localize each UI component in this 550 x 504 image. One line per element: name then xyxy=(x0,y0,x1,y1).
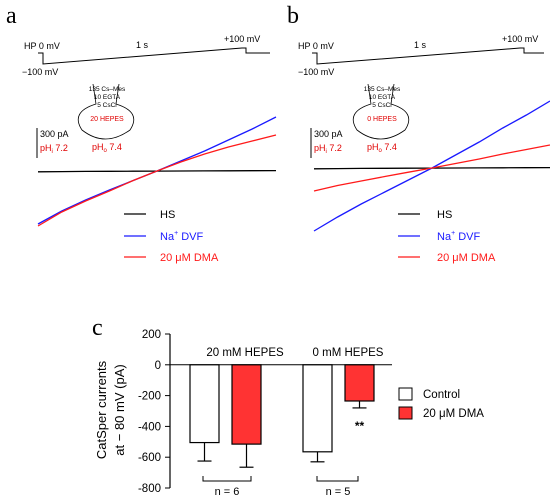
group-label-20mm: 20 mM HEPES xyxy=(206,347,284,359)
trace-b-series-1 xyxy=(313,100,550,232)
start-voltage-label-a: −100 mV xyxy=(22,67,58,77)
bar-dma-group-1 xyxy=(344,364,375,402)
pipette-line3-a: 5 CsCl xyxy=(97,102,117,109)
panel-letter-c: c xyxy=(92,315,103,341)
n-label-20mm: n = 6 xyxy=(215,486,240,498)
y-axis-title-line1: CatSper currents xyxy=(94,360,109,459)
hp-label-a: HP 0 mV xyxy=(24,41,60,51)
phi-label-b: pHi 7.2 xyxy=(314,143,342,155)
start-voltage-label-b: −100 mV xyxy=(298,67,334,77)
trace-a-series-2 xyxy=(37,134,277,227)
hp-label-b: HP 0 mV xyxy=(298,41,334,51)
pipette-b xyxy=(352,83,410,140)
y-tick-label: 200 xyxy=(142,329,161,341)
legend-label-hs-a: HS xyxy=(160,209,175,221)
pipette-line2-a: 10 EGTA xyxy=(94,94,121,101)
n-bracket-20mm xyxy=(202,476,252,482)
pipette-line2-b: 10 EGTA xyxy=(369,94,396,101)
end-voltage-label-b: +100 mV xyxy=(502,34,538,44)
pipette-a xyxy=(77,83,135,140)
scale-current-label-a: 300 pA xyxy=(40,129,69,139)
n-bracket-0mm xyxy=(316,476,359,482)
pipette-line3-b: 5 CsCl xyxy=(372,102,392,109)
panel-c: CatSper currents at − 80 mV (pA) 200 0 -20… xyxy=(94,329,484,498)
panel-letter-b: b xyxy=(287,3,299,29)
legend-swatch-control xyxy=(398,387,413,401)
panel-a: HP 0 mV 1 s −100 mV +100 mV 135 Cs–Mes 1… xyxy=(22,34,277,264)
legend-swatch-dma xyxy=(398,406,413,420)
traces-a xyxy=(37,116,277,227)
bar-control-group-0 xyxy=(189,364,220,444)
voltage-protocol-b xyxy=(312,47,544,65)
pipette-line1-a: 135 Cs–Mes xyxy=(89,86,126,93)
legend-label-control: Control xyxy=(423,389,460,401)
traces-b xyxy=(313,100,550,232)
legend-label-dma-c: 20 μM DMA xyxy=(423,408,484,420)
duration-label-b: 1 s xyxy=(414,40,427,50)
pho-label-b: pHo 7.4 xyxy=(367,142,397,154)
phi-label-a: pHi 7.2 xyxy=(40,143,68,155)
legend-label-hs-b: HS xyxy=(437,209,452,221)
panel-letter-a: a xyxy=(6,3,17,29)
bar-dma-group-0 xyxy=(231,364,262,445)
y-ticks: 200 0 -200 -400 -600 -800 xyxy=(138,329,170,495)
pipette-buffer-a: 20 HEPES xyxy=(90,116,124,123)
panel-b: HP 0 mV 1 s −100 mV +100 mV 135 Cs–Mes 1… xyxy=(298,34,550,264)
bars xyxy=(189,364,375,468)
y-tick-label: 0 xyxy=(155,360,161,372)
y-tick-label: -600 xyxy=(138,452,161,464)
y-axis-title-line2: at − 80 mV (pA) xyxy=(112,364,127,455)
y-tick-label: -800 xyxy=(138,483,161,495)
legend-label-dvf-a: Na+ DVF xyxy=(160,230,203,243)
y-tick-label: -400 xyxy=(138,421,161,433)
bar-control-group-1 xyxy=(302,364,333,453)
significance-mark: ** xyxy=(355,419,365,433)
y-tick-label: -200 xyxy=(138,391,161,403)
legend-label-dma-a: 20 μM DMA xyxy=(160,252,219,264)
group-label-0mm: 0 mM HEPES xyxy=(313,347,384,359)
pipette-buffer-b: 0 HEPES xyxy=(367,116,397,123)
trace-b-series-2 xyxy=(313,144,550,192)
end-voltage-label-a: +100 mV xyxy=(224,34,260,44)
legend-label-dma-b: 20 μM DMA xyxy=(437,252,496,264)
n-label-0mm: n = 5 xyxy=(326,486,351,498)
voltage-protocol-a xyxy=(38,47,270,65)
pipette-line1-b: 135 Cs–Mes xyxy=(364,86,401,93)
scale-current-label-b: 300 pA xyxy=(314,129,343,139)
pho-label-a: pHo 7.4 xyxy=(92,142,122,154)
duration-label-a: 1 s xyxy=(136,40,149,50)
legend-label-dvf-b: Na+ DVF xyxy=(437,230,480,243)
